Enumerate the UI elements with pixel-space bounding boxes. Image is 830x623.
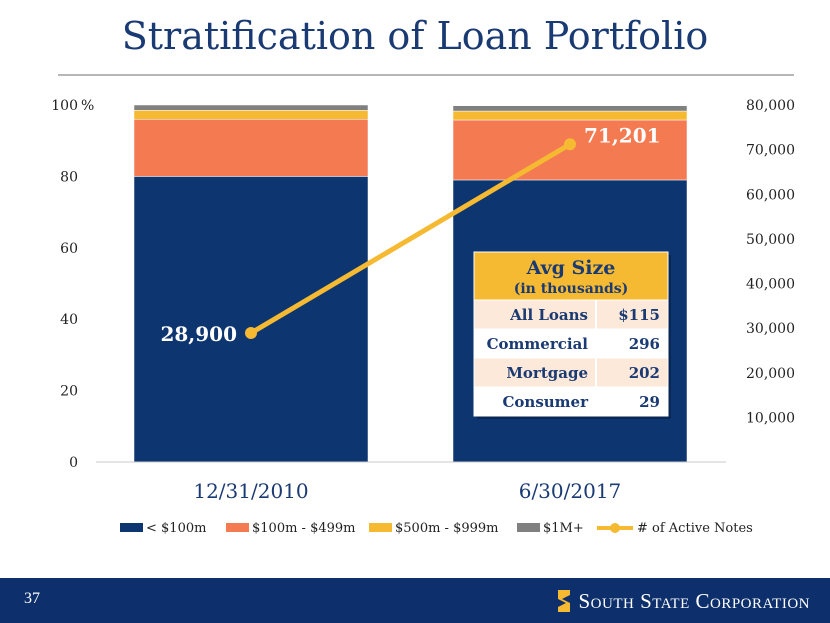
legend-swatch [369, 523, 392, 532]
legend-swatch [517, 523, 540, 532]
y-tick-label: 100 [51, 98, 78, 114]
y-tick-label: 0 [69, 455, 78, 471]
table-subtitle: (in thousands) [514, 281, 629, 297]
legend-label: < $100m [146, 521, 206, 536]
table-row-label: Commercial [487, 335, 589, 353]
y2-tick-label: 60,000 [746, 187, 795, 203]
bar-segment [452, 110, 688, 121]
y2-tick-label: 20,000 [746, 366, 795, 382]
table-row [473, 299, 669, 330]
legend-swatch [226, 523, 249, 532]
company-logo: South State Corporation [555, 587, 811, 615]
chart: 0 20 40 60 80 100 % 10,000 20,000 30,000 40,000 50,… [51, 98, 795, 536]
data-label: 28,900 [160, 322, 237, 346]
bar-segment [133, 176, 369, 463]
bar-segment [452, 105, 688, 112]
bar-segment [133, 110, 369, 120]
legend-label: $500m - $999m [395, 521, 498, 536]
y2-tick-label: 70,000 [746, 143, 795, 159]
title-divider [58, 74, 794, 76]
footer-bar: 37 South State Corporation [0, 578, 830, 623]
table-row-label: Mortgage [506, 364, 588, 382]
bar-segment [133, 119, 369, 177]
table-row-value: $115 [618, 306, 660, 324]
active-notes-point [564, 138, 576, 151]
y2-tick-label: 10,000 [746, 410, 795, 426]
table-title: Avg Size [526, 257, 616, 279]
table-row-label: All Loans [509, 306, 588, 324]
s-shield-icon [557, 590, 570, 612]
slide-title: Stratification of Loan Portfolio [121, 14, 709, 58]
data-label: 71,201 [584, 123, 661, 147]
table-row-value: 202 [629, 364, 660, 382]
active-notes-point [245, 327, 257, 340]
table-row-value: 29 [639, 393, 660, 411]
legend-line-marker [610, 523, 620, 533]
legend-label: $1M+ [543, 521, 584, 536]
x-tick-label: 12/31/2010 [193, 479, 308, 503]
legend-label: # of Active Notes [637, 521, 753, 536]
table-row [473, 357, 669, 388]
y2-tick-label: 40,000 [746, 277, 795, 293]
legend-label: $100m - $499m [252, 521, 355, 536]
table-row [473, 386, 669, 417]
y2-tick-label: 50,000 [746, 232, 795, 248]
y-tick-label: 60 [60, 241, 78, 257]
y2-tick-label: 30,000 [746, 321, 795, 337]
y-tick-label: 80 [60, 169, 78, 185]
active-notes-line [249, 142, 572, 336]
table-header [473, 251, 669, 301]
table-row [473, 328, 669, 359]
x-tick-label: 6/30/2017 [519, 479, 622, 503]
y-tick-label: 20 [60, 384, 78, 400]
table-row-value: 296 [629, 335, 660, 353]
table-row-label: Consumer [502, 393, 589, 411]
bar-segment [133, 104, 369, 111]
y-tick-label: 40 [60, 312, 78, 328]
y-axis-unit: % [81, 98, 94, 114]
company-name: South State Corporation [578, 588, 810, 613]
legend-swatch [120, 523, 143, 532]
y2-tick-label: 80,000 [746, 98, 795, 114]
page-number: 37 [24, 590, 40, 607]
